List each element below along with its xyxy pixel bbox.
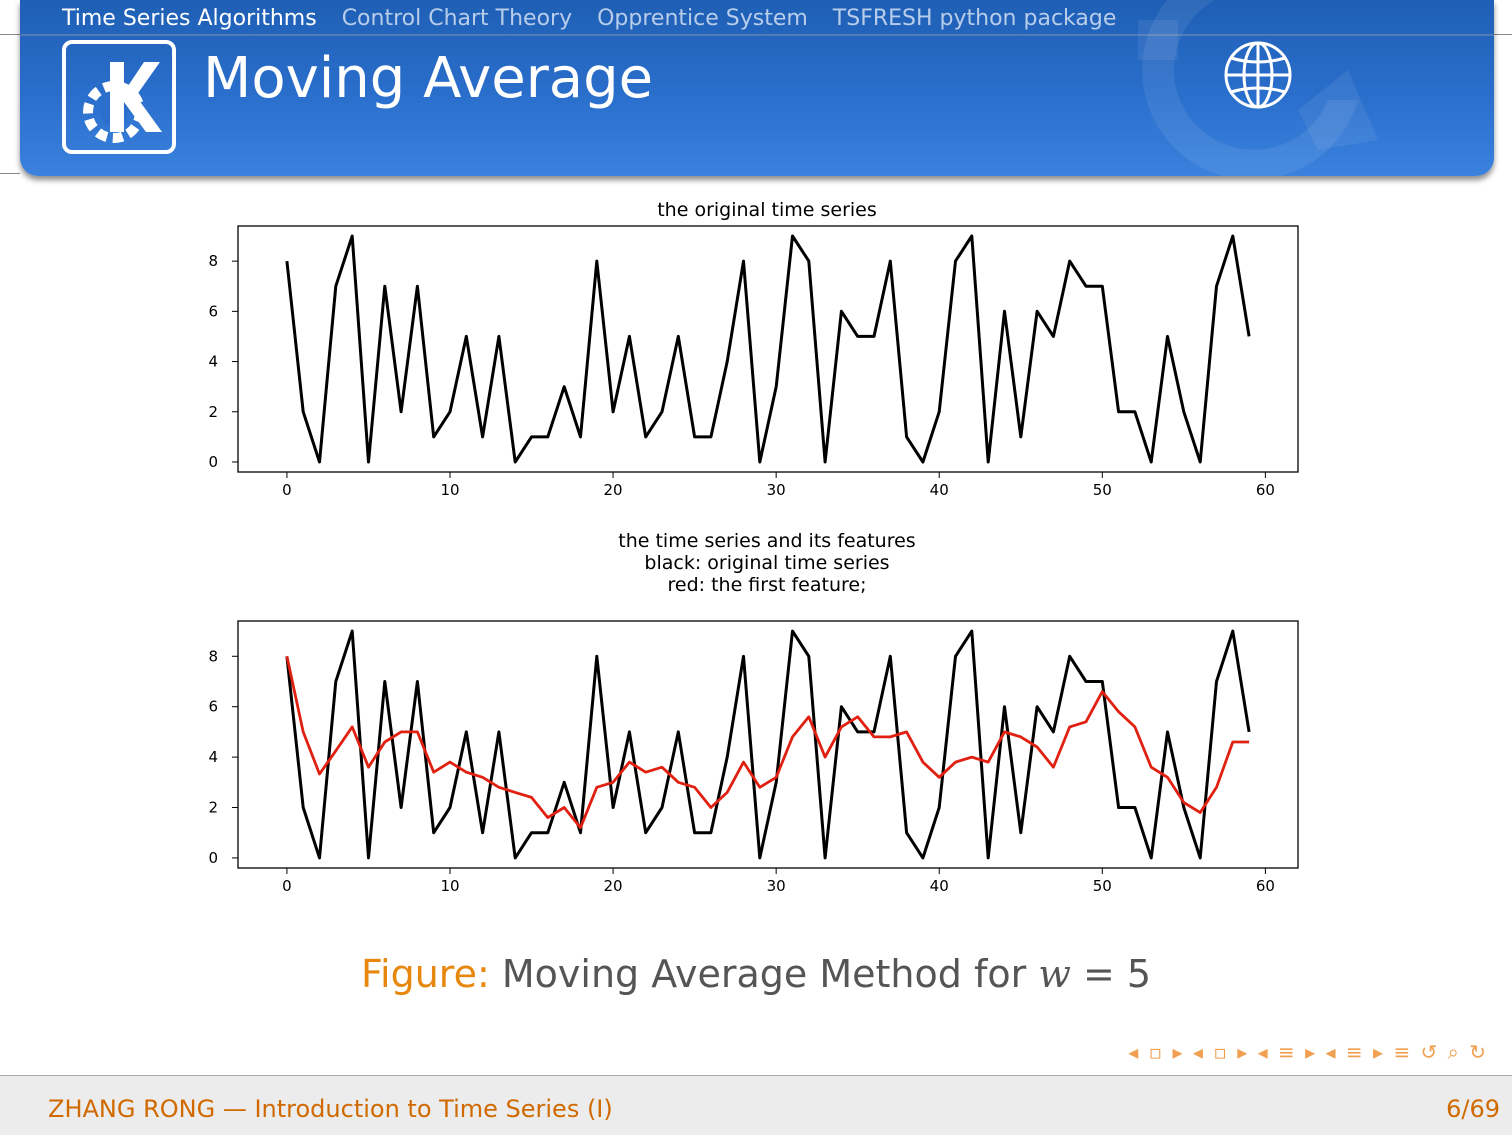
x-tick-label: 40 xyxy=(930,481,949,499)
y-tick-label: 6 xyxy=(208,698,218,716)
section-nav: Time Series Algorithms Control Chart The… xyxy=(62,6,1134,31)
gear-decoration-icon xyxy=(1138,0,1378,176)
chart-series-and-features: the time series and its features black: … xyxy=(208,530,1299,895)
series-line-moving-average xyxy=(285,656,1250,830)
x-tick-label: 10 xyxy=(440,481,459,499)
x-tick-label: 10 xyxy=(440,877,459,895)
slide-header: Time Series Algorithms Control Chart The… xyxy=(20,0,1494,176)
plot-frame xyxy=(237,225,1299,473)
x-tick-label: 30 xyxy=(767,481,786,499)
header-divider xyxy=(20,34,1494,36)
nav-time-series-algorithms[interactable]: Time Series Algorithms xyxy=(62,6,317,31)
x-tick-label: 40 xyxy=(930,877,949,895)
x-tick-label: 20 xyxy=(604,481,623,499)
x-tick-label: 20 xyxy=(604,877,623,895)
chart-original-series: the original time series 0 10 20 30 40 50 60 0 2… xyxy=(208,199,1299,499)
figure-caption: Figure: Moving Average Method for w = 5 xyxy=(0,952,1512,996)
nav-tsfresh-package[interactable]: TSFRESH python package xyxy=(832,6,1117,31)
y-tick-label: 2 xyxy=(208,799,218,817)
kde-logo-icon xyxy=(62,40,176,154)
x-tick-label: 30 xyxy=(767,877,786,895)
y-tick-label: 6 xyxy=(208,302,218,320)
x-tick-label: 60 xyxy=(1256,481,1275,499)
beamer-navigation-icons[interactable]: ◂ ▫ ▸ ◂ ▫ ▸ ◂ ≡ ▸ ◂ ≡ ▸ ≡ ↺ ⌕ ↻ xyxy=(1128,1040,1488,1064)
left-rule xyxy=(0,173,20,174)
nav-control-chart-theory[interactable]: Control Chart Theory xyxy=(341,6,573,31)
y-tick-label: 4 xyxy=(208,353,218,371)
series-line-original xyxy=(285,629,1251,860)
y-tick-label: 0 xyxy=(208,453,218,471)
chart-title-line: black: original time series xyxy=(644,552,889,574)
plot-frame xyxy=(237,620,1299,869)
globe-icon xyxy=(1224,41,1292,109)
series-line-original xyxy=(285,234,1251,464)
slide-title: Moving Average xyxy=(203,46,654,111)
y-tick-label: 0 xyxy=(208,849,218,867)
chart-title-line: red: the first feature; xyxy=(668,574,867,596)
x-tick-label: 0 xyxy=(282,481,292,499)
caption-label: Figure: xyxy=(360,952,490,996)
caption-value: = 5 xyxy=(1082,952,1152,996)
chart-title: the original time series xyxy=(657,199,877,221)
footer-author-title: ZHANG RONG — Introduction to Time Series… xyxy=(48,1095,613,1123)
slide-footer: ZHANG RONG — Introduction to Time Series… xyxy=(0,1075,1512,1135)
nav-opprentice-system[interactable]: Opprentice System xyxy=(597,6,808,31)
x-tick-label: 0 xyxy=(282,877,292,895)
x-tick-label: 50 xyxy=(1093,877,1112,895)
x-tick-label: 60 xyxy=(1256,877,1275,895)
chart-title-line: the time series and its features xyxy=(618,530,915,552)
footer-page-number: 6/69 xyxy=(1446,1095,1500,1123)
x-tick-label: 50 xyxy=(1093,481,1112,499)
y-tick-label: 8 xyxy=(208,252,218,270)
y-tick-label: 4 xyxy=(208,748,218,766)
y-tick-label: 8 xyxy=(208,647,218,665)
y-tick-label: 2 xyxy=(208,403,218,421)
caption-variable: w xyxy=(1038,952,1071,996)
caption-text: Moving Average Method for xyxy=(501,952,1027,996)
